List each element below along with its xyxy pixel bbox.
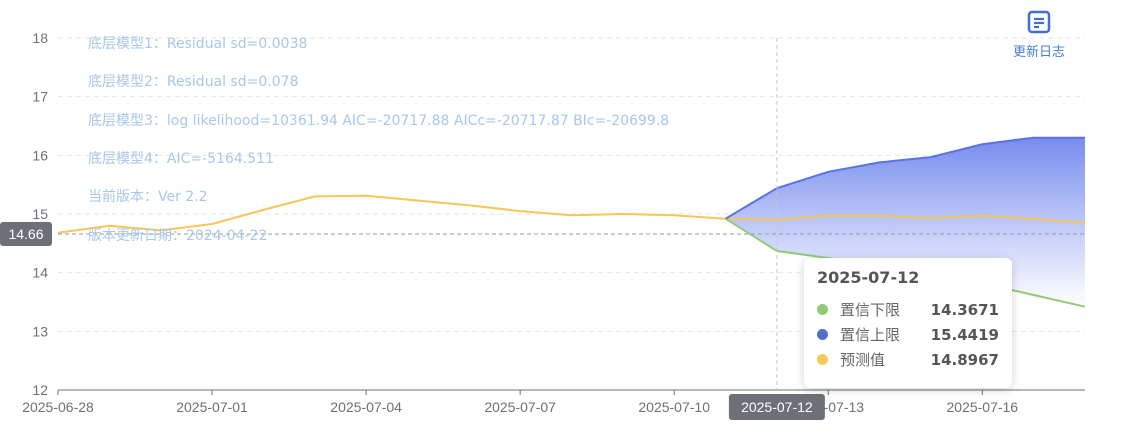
y-tick-label: 14	[32, 265, 48, 281]
y-tick-label: 15	[32, 206, 48, 222]
y-tick-label: 13	[32, 323, 48, 339]
tooltip-series-value: 15.4419	[930, 325, 999, 344]
changelog-button[interactable]: 更新日志	[1008, 10, 1070, 60]
model-info-line: 底层模型2：Residual sd=0.078	[88, 74, 299, 91]
model-info-line: 版本更新日期：2024-04-22	[88, 227, 268, 244]
tooltip-series-name: 预测值	[840, 351, 886, 369]
series-line	[725, 136, 1085, 220]
y-pointer-label-bg	[0, 221, 52, 246]
tooltip-series-value: 14.8967	[930, 350, 999, 369]
y-tick-label: 12	[32, 382, 48, 398]
y-pointer-label: 14.66	[8, 226, 43, 242]
changelog-label: 更新日志	[1012, 45, 1065, 60]
series-line	[57, 194, 1086, 234]
model-info-line: 当前版本：Ver 2.2	[88, 189, 208, 206]
x-tick-label: 2025-07-07	[484, 399, 556, 415]
x-tick-label: 2025-07-16	[946, 399, 1018, 415]
tooltip-series-name: 置信上限	[840, 326, 901, 344]
tooltip-row-lower: 置信下限 14.3671	[817, 297, 999, 322]
tooltip-series-name: 置信下限	[840, 301, 901, 319]
y-tick-label: 16	[32, 147, 48, 163]
tooltip-series-value: 14.3671	[930, 300, 999, 319]
x-tick-label: 2025-07-01	[176, 399, 248, 415]
chart-tooltip: 2025-07-12 置信下限 14.3671 置信上限 15.4419 预测值…	[804, 258, 1012, 388]
tooltip-title: 2025-07-12	[817, 268, 920, 287]
legend-dot	[817, 354, 828, 365]
model-info-line: 底层模型1：Residual sd=0.0038	[88, 36, 308, 52]
tooltip-row-upper: 置信上限 15.4419	[817, 322, 999, 347]
document-icon	[1027, 10, 1051, 34]
model-info-line: 底层模型3：log likelihood=10361.94 AIC=-20717…	[88, 112, 670, 129]
model-info-line: 底层模型4：AIC=-5164.511	[88, 150, 274, 167]
y-tick-label: 17	[32, 89, 48, 105]
x-tick-label: 2025-06-28	[22, 399, 94, 415]
legend-dot	[817, 304, 828, 315]
x-tick-label: 2025-07-10	[638, 399, 710, 415]
x-pointer-label-bg	[728, 394, 825, 420]
tooltip-row-forecast: 预测值 14.8967	[817, 347, 999, 372]
y-tick-label: 18	[32, 30, 48, 46]
legend-dot	[817, 329, 828, 340]
x-tick-label: 2025-07-04	[330, 399, 402, 415]
x-pointer-label: 2025-07-12	[741, 399, 813, 415]
